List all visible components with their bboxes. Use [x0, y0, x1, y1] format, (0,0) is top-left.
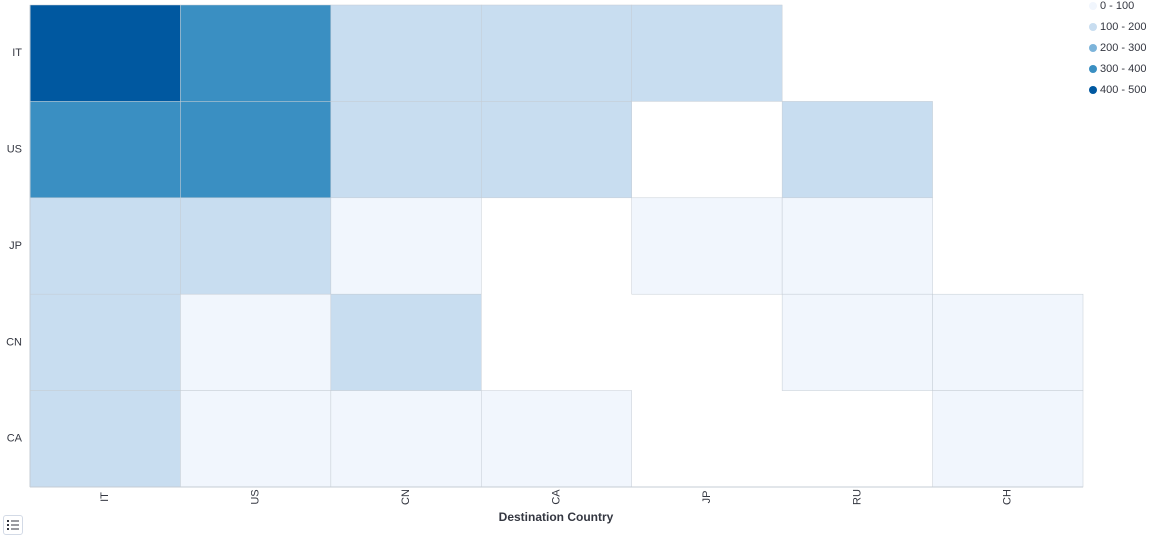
heatmap-cell [481, 101, 632, 199]
x-tick-label: US [250, 489, 262, 504]
x-tick-label: CH [1002, 489, 1014, 505]
legend-label: 200 - 300 [1100, 42, 1146, 54]
y-tick-label: CA [7, 433, 23, 445]
heatmap-cell [781, 101, 933, 199]
heatmap-cell [631, 4, 783, 102]
x-tick-label: JP [701, 491, 713, 504]
y-tick-label: CN [6, 336, 22, 348]
heatmap-cell [29, 390, 181, 488]
x-tick-label: RU [851, 489, 863, 505]
legend-label: 0 - 100 [1100, 0, 1134, 12]
legend-swatch [1089, 44, 1097, 52]
heatmap-cell [330, 101, 482, 199]
legend-swatch [1089, 86, 1097, 94]
heatmap-cell [330, 197, 482, 295]
heatmap-cell [180, 4, 332, 102]
y-tick-label: IT [12, 47, 22, 59]
heatmap-cell [180, 293, 332, 391]
x-tick-label: IT [99, 492, 111, 502]
heatmap-cell [29, 4, 181, 102]
x-tick-label: CA [550, 489, 562, 505]
list-icon [7, 519, 19, 530]
heatmap-cell [29, 293, 181, 391]
heatmap-cell [29, 101, 181, 199]
heatmap-cell [781, 197, 933, 295]
heatmap-cell [481, 390, 632, 488]
legend-label: 100 - 200 [1100, 21, 1146, 33]
heatmap-cell [781, 293, 933, 391]
heatmap-cell [330, 293, 482, 391]
legend-swatch [1089, 23, 1097, 31]
heatmap-cell [932, 390, 1084, 488]
y-tick-label: JP [9, 240, 22, 252]
heatmap-cell [330, 4, 482, 102]
legend-label: 300 - 400 [1100, 63, 1146, 75]
heatmap-cell [631, 197, 783, 295]
heatmap-cell [29, 197, 181, 295]
y-tick-label: US [7, 144, 22, 156]
legend-label: 400 - 500 [1100, 84, 1146, 96]
heatmap-cell [180, 197, 332, 295]
heatmap-cell [180, 101, 332, 199]
heatmap-cell [180, 390, 332, 488]
x-tick-label: CN [400, 489, 412, 505]
legend-toggle[interactable] [3, 515, 23, 535]
heatmap-cell [932, 293, 1084, 391]
x-axis-title: Destination Country [499, 510, 614, 524]
legend-swatch [1089, 65, 1097, 73]
heatmap-cell [330, 390, 482, 488]
heatmap-cell [481, 4, 632, 102]
legend-swatch [1089, 2, 1097, 10]
